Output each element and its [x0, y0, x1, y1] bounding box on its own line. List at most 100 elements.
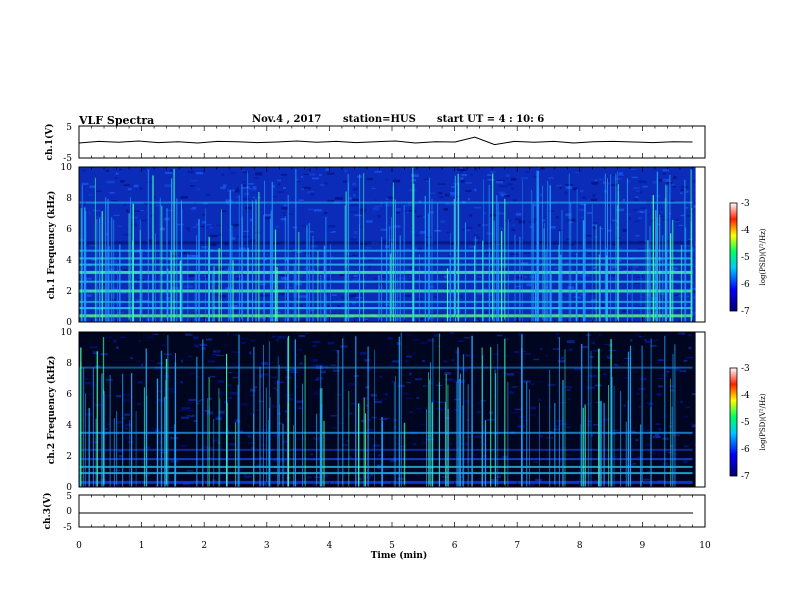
spectrogram-noise [623, 404, 626, 407]
spectrogram-noise [493, 380, 501, 382]
spectrogram-noise [684, 253, 690, 255]
spectrogram-noise [243, 372, 251, 375]
spectrogram-noise [529, 456, 538, 458]
spectrogram-noise [520, 262, 529, 265]
spectrogram-noise [100, 353, 108, 356]
spectrogram-noise [332, 407, 339, 410]
spectrogram-noise [112, 287, 117, 291]
spectrogram-noise [258, 317, 267, 320]
spectrogram-noise [483, 212, 487, 215]
spectrogram-noise [658, 452, 661, 455]
spectrogram-noise [683, 360, 687, 363]
spectrogram-noise [287, 261, 293, 265]
spectrogram-noise [187, 401, 192, 405]
spectrogram-noise [311, 364, 319, 367]
spectrogram-noise [556, 216, 559, 219]
spectrogram-noise [663, 462, 669, 466]
spectrogram-noise [538, 398, 541, 402]
spectrogram-noise [262, 422, 269, 424]
spectrogram-noise [482, 430, 486, 432]
spectrogram-noise [533, 220, 536, 224]
spectrogram-noise [147, 248, 151, 251]
spectrogram-noise [658, 179, 666, 182]
spectrogram-noise [187, 229, 190, 232]
spectrogram-noise [274, 362, 279, 364]
spectrogram-noise [582, 345, 589, 349]
spectrogram-noise [296, 400, 304, 403]
spectrogram-noise [192, 254, 200, 258]
spectrogram-noise [301, 469, 307, 472]
spectrogram-noise [161, 261, 169, 264]
spectrogram-noise [308, 168, 311, 172]
spectrogram-noise [476, 411, 481, 414]
spectrogram-noise [538, 382, 543, 385]
ch2-ytick-0: 0 [66, 483, 72, 493]
spectrogram-noise [625, 213, 631, 215]
spectrogram-noise [125, 427, 128, 430]
spectrogram-noise [534, 352, 537, 354]
spectrogram-noise [658, 266, 665, 269]
spectrogram-noise [350, 211, 358, 213]
spectrogram-noise [319, 183, 325, 187]
spectrogram-noise [585, 234, 592, 237]
spectrogram-noise [497, 211, 506, 215]
spectrogram-noise [495, 181, 504, 184]
spectrogram-noise [416, 397, 420, 399]
spectrogram-noise [504, 195, 511, 198]
spectrogram-noise [676, 218, 679, 222]
spectrogram-noise [623, 376, 631, 379]
spectrogram-noise [247, 375, 255, 377]
spectrogram-noise [357, 335, 365, 338]
ch1-spectrogram-panel: 0 2 4 6 8 10 ch.1 Frequency (kHz) -3 -4 … [46, 163, 767, 328]
spectrogram-noise [499, 227, 504, 230]
spectrogram-noise [294, 405, 303, 409]
spectrogram-noise [553, 428, 560, 431]
spectrogram-noise [652, 451, 657, 455]
spectrogram-noise [680, 400, 684, 404]
spectrogram-noise [336, 394, 342, 396]
spectrogram-noise [568, 348, 573, 352]
spectrogram-noise [193, 419, 197, 423]
spectrogram-noise [359, 210, 367, 212]
spectrogram-noise [438, 192, 443, 195]
spectrogram-noise [672, 185, 676, 188]
spectrogram-noise [148, 464, 152, 467]
spectrogram-noise [453, 171, 458, 173]
spectrogram-noise [280, 218, 287, 221]
spectrogram-noise [85, 378, 89, 380]
spectrogram-noise [90, 420, 98, 423]
spectrogram-noise [281, 174, 287, 176]
spectrogram-noise [514, 371, 522, 373]
spectrogram-noise [405, 211, 414, 213]
spectrogram-noise [171, 286, 179, 290]
spectrogram-noise [507, 183, 513, 186]
spectrogram-noise [180, 381, 183, 384]
spectrogram-noise [679, 192, 683, 194]
spectrogram-noise [312, 359, 319, 362]
spectrogram-noise [593, 349, 601, 352]
spectrogram-band [79, 431, 693, 434]
spectrogram-noise [327, 341, 334, 345]
spectrogram-noise [413, 443, 417, 446]
spectrogram-noise [156, 362, 164, 364]
spectrogram-noise [229, 443, 236, 446]
spectrogram-noise [451, 186, 456, 188]
spectrogram-noise [346, 439, 350, 442]
spectrogram-noise [523, 380, 531, 383]
spectrogram-noise [273, 332, 278, 336]
spectrogram-noise [259, 386, 267, 389]
spectrogram-noise [586, 211, 593, 215]
ch1-waveform-panel: 5 -5 ch.1(V) [44, 123, 706, 164]
spectrogram-noise [632, 268, 636, 272]
spectrogram-noise [195, 223, 200, 226]
spectrogram-noise [186, 410, 195, 412]
spectrogram-noise [443, 350, 446, 353]
spectrogram-noise [203, 320, 210, 322]
spectrogram-noise [252, 196, 256, 199]
spectrogram-noise [670, 178, 673, 180]
spectrogram-noise [382, 275, 386, 278]
spectrogram-noise [687, 239, 693, 243]
spectrogram-noise [471, 339, 476, 342]
spectrogram-noise [101, 283, 106, 286]
spectrogram-noise [89, 381, 95, 385]
